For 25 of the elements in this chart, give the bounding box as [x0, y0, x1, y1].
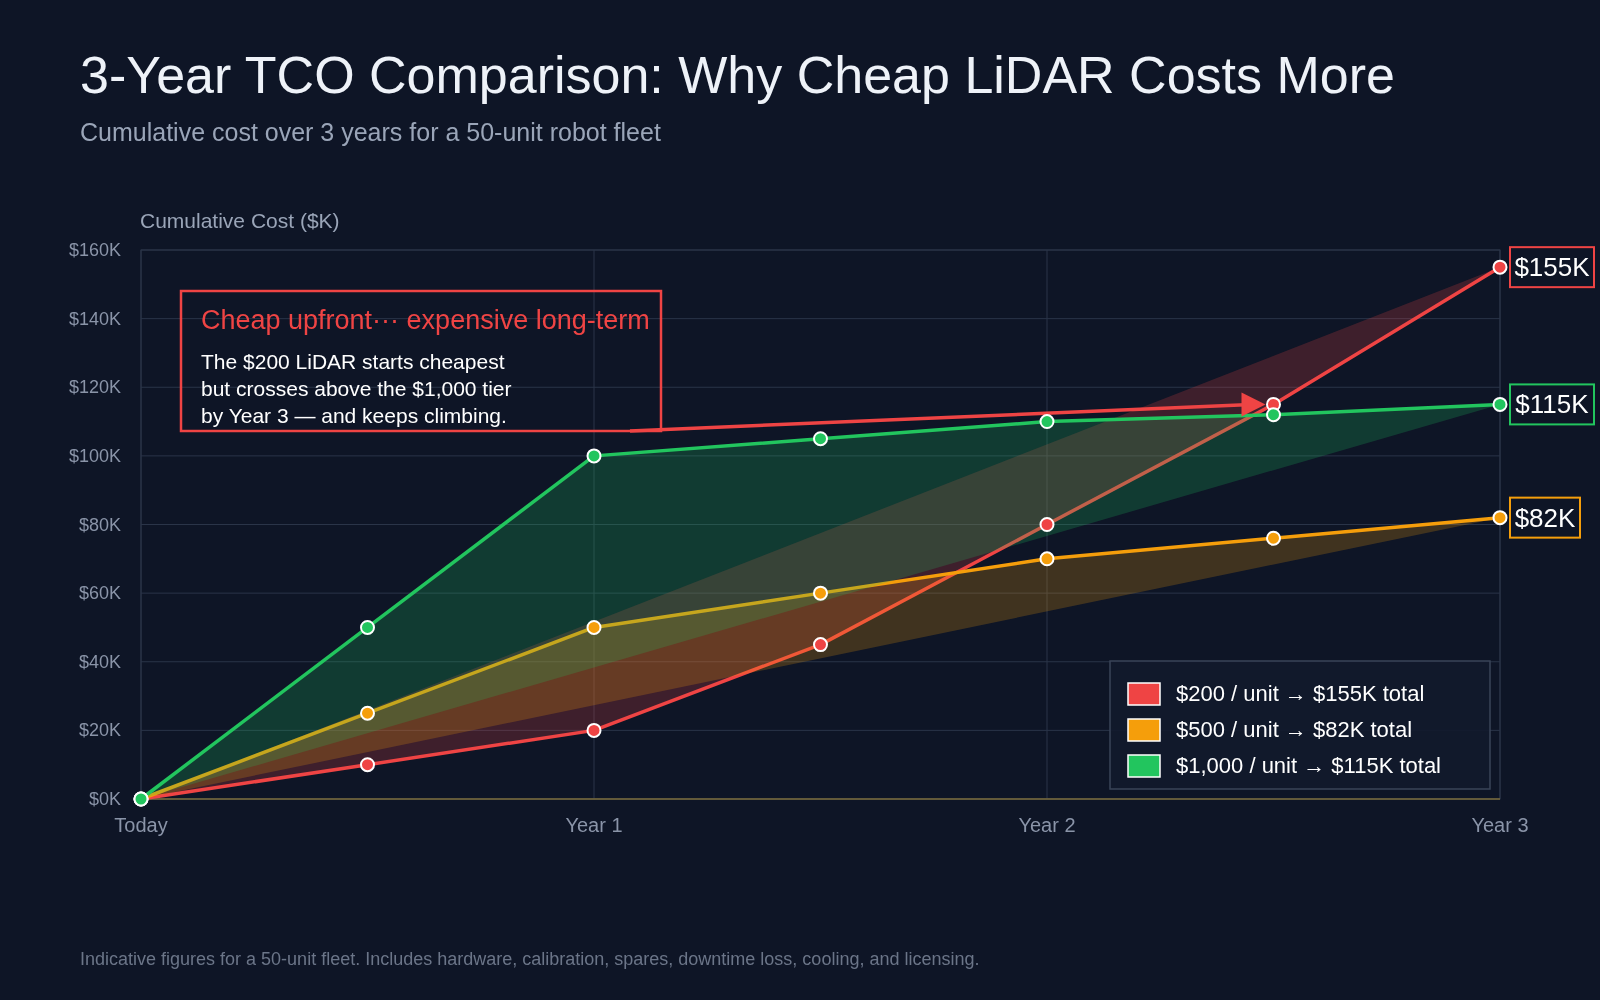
y-tick-label: $20K: [78, 720, 121, 741]
y-tick-label: $40K: [78, 651, 121, 672]
annotation: The $200 LiDAR starts cheapest but crosses above the $1,000 tier by Year 3 — and keeps climbing.: [201, 350, 512, 427]
y-axis-title: Cumulative Cost ($K): [140, 209, 340, 232]
legend-label: $500 / unit → $82K total: [1176, 717, 1413, 742]
y-tick-label: $100K: [68, 445, 121, 466]
text: Indicative figures for a 50-unit fleet. Includes hardware, calibration, spares, downtime loss, cooling, and licensing.: [80, 949, 980, 969]
y-tick-label: $0K: [88, 789, 121, 809]
chart-subtitle: Cumulative cost over 3 years for a 50-unit robot fleet: [80, 118, 661, 146]
x-tick-label: Year 3: [1471, 814, 1529, 836]
x-tick-label: Today: [114, 814, 168, 836]
data-label: $155K: [1514, 252, 1591, 283]
legend-label: $1,000 / unit → $115K total: [1176, 753, 1441, 778]
y-tick-label: $80K: [78, 514, 121, 535]
x-tick-label: Year 1: [565, 814, 623, 836]
chart-title: 3-Year TCO Comparison: Why Cheap LiDAR Costs More: [80, 46, 1395, 104]
y-tick-label: $120K: [68, 377, 121, 398]
data-label: $115K: [1515, 389, 1590, 420]
x-tick-label: Year 2: [1018, 814, 1076, 836]
y-tick-label: $140K: [68, 308, 121, 329]
y-tick-label: $60K: [78, 583, 121, 604]
data-label: $82K: [1514, 502, 1577, 533]
annotation: Cheap upfront··· expensive long-term: [201, 305, 650, 335]
y-tick-label: $160K: [68, 240, 121, 260]
legend-label: $200 / unit → $155K total: [1176, 681, 1425, 706]
